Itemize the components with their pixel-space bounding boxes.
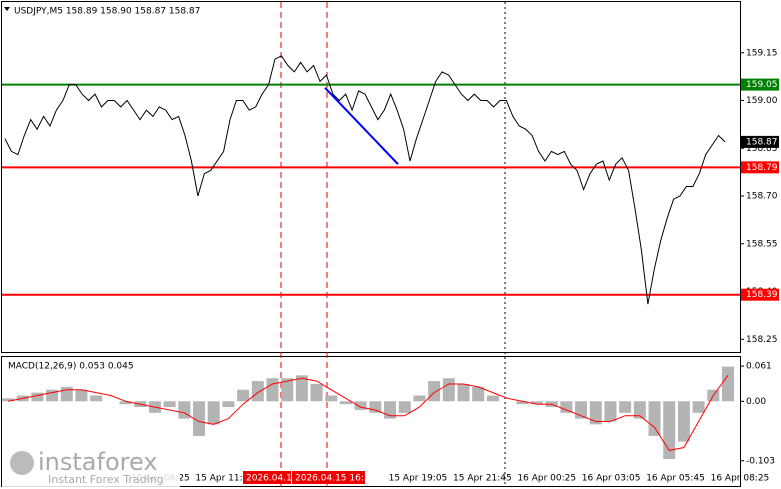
macd-bar	[2, 398, 14, 402]
x-tick-label: 16 Apr 05:45	[646, 474, 705, 484]
level-label-box	[741, 78, 779, 91]
level-label: 158.79	[746, 163, 778, 173]
macd-bar	[222, 401, 235, 408]
price-panel-frame	[1, 1, 741, 353]
macd-bar	[663, 401, 676, 460]
macd-bar	[266, 378, 279, 402]
macd-bar	[75, 389, 88, 402]
macd-bar	[237, 389, 250, 402]
x-tick-label: 15 Apr 21:45	[453, 474, 512, 484]
macd-bar	[163, 401, 176, 408]
x-tick-label: 16 Apr 00:25	[517, 474, 576, 484]
signal-line	[7, 375, 729, 451]
macd-title: MACD(12,26,9) 0.053 0.045	[8, 362, 134, 372]
y-tick-label: 158.55	[746, 239, 778, 249]
macd-panel-frame	[1, 356, 741, 487]
time-marker-label: 2026.04.1	[246, 474, 292, 484]
macd-bar	[31, 392, 44, 402]
watermark-tagline: Instant Forex Trading	[48, 473, 164, 486]
price-line	[4, 55, 726, 305]
y-tick-label: 158.85	[746, 144, 778, 154]
macd-bar	[516, 401, 529, 405]
macd-bar	[457, 383, 470, 402]
time-marker-box	[292, 471, 365, 484]
chart-title: USDJPY,M5 158.89 158.90 158.87 158.87	[14, 7, 200, 17]
y-tick-label: 159.15	[746, 48, 778, 58]
macd-bar	[369, 401, 382, 413]
macd-bar	[295, 375, 308, 402]
x-tick-label: 15 Apr 19:05	[389, 474, 448, 484]
macd-bar	[178, 401, 191, 419]
y-tick-label: -0.103	[746, 456, 775, 466]
macd-bar	[281, 378, 294, 402]
current-price-label: 158.87	[746, 137, 778, 147]
level-label-box	[741, 161, 779, 174]
macd-bar	[325, 395, 338, 402]
macd-bar	[442, 378, 455, 402]
macd-bar	[310, 383, 323, 402]
macd-bar	[486, 395, 499, 402]
watermark-brand: instaforex	[38, 448, 158, 476]
macd-bar	[339, 401, 352, 405]
macd-bar	[60, 386, 73, 402]
time-marker-box	[243, 471, 291, 484]
macd-bar	[119, 401, 132, 405]
x-tick-label: 16 Apr 08:25	[711, 474, 770, 484]
macd-bar	[251, 381, 264, 402]
macd-bar	[619, 401, 632, 413]
macd-bar	[472, 386, 485, 402]
macd-bar	[722, 366, 734, 402]
level-label-box	[741, 288, 779, 301]
y-tick-label: 159.00	[746, 96, 778, 106]
y-tick-label: 158.25	[746, 335, 778, 345]
x-tick-label: 15 Apr 11:05	[195, 474, 254, 484]
macd-bar	[354, 401, 367, 410]
trend-line	[324, 87, 399, 165]
macd-bar	[46, 389, 59, 402]
watermark-logo	[10, 451, 34, 475]
macd-bar	[413, 395, 426, 402]
macd-bar	[90, 395, 103, 402]
macd-bar	[207, 401, 220, 425]
title-arrow	[4, 7, 10, 11]
macd-bar	[398, 401, 411, 413]
macd-bar	[648, 401, 661, 436]
macd-bar	[677, 401, 690, 442]
macd-bar	[589, 401, 602, 425]
time-marker-label: 2026.04.15 16:35	[295, 474, 375, 484]
macd-bar	[428, 381, 441, 402]
macd-bar	[193, 401, 206, 436]
macd-bar	[604, 401, 617, 422]
macd-bar	[530, 401, 543, 405]
y-tick-label: 0.061	[746, 362, 772, 372]
macd-bar	[560, 401, 573, 413]
level-label: 158.39	[746, 290, 778, 300]
level-label: 159.05	[746, 80, 778, 90]
y-tick-label: 158.70	[746, 192, 778, 202]
current-price-box	[741, 135, 779, 148]
macd-bar	[633, 401, 646, 419]
x-tick-label: 16 Apr 03:05	[582, 474, 641, 484]
y-tick-label: 0.00	[746, 397, 766, 407]
macd-bar	[692, 401, 705, 413]
